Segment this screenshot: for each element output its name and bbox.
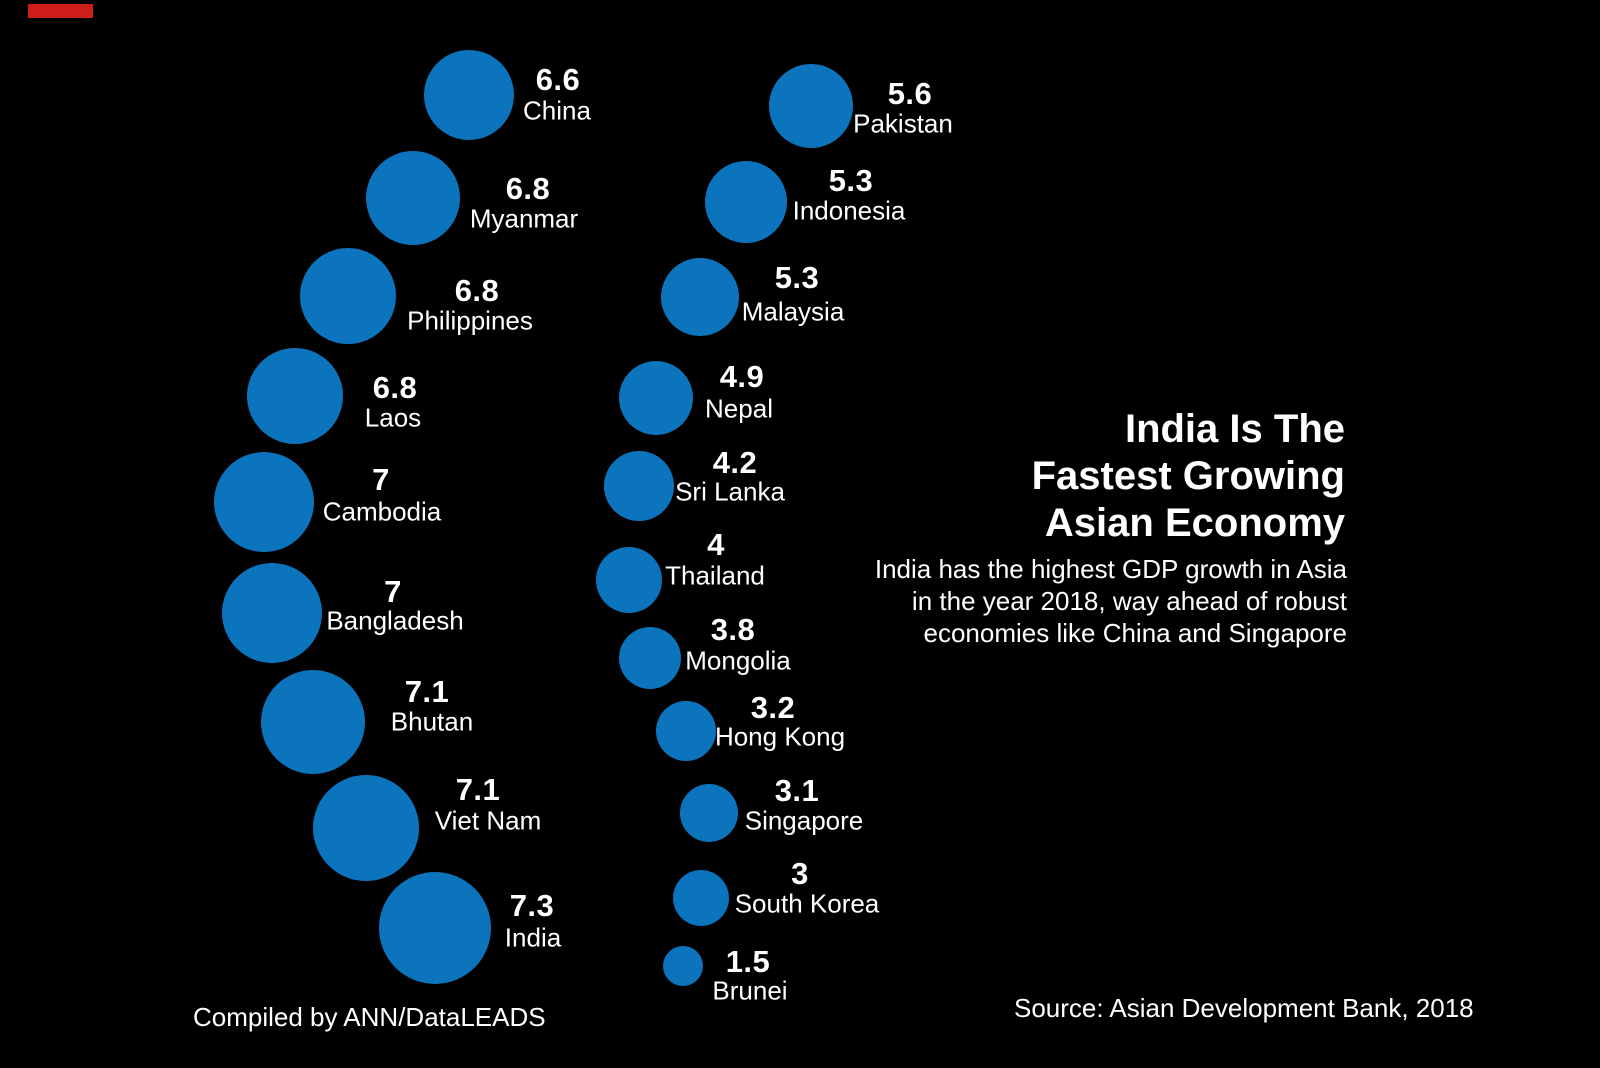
bubble-value-nepal: 4.9 xyxy=(719,359,765,394)
bubble-malaysia xyxy=(661,258,739,336)
bubble-value-sri-lanka: 4.2 xyxy=(712,445,758,480)
red-marker xyxy=(28,4,93,18)
bubble-value-south-korea: 3 xyxy=(791,856,809,891)
bubble-label-myanmar: Myanmar xyxy=(469,203,579,234)
bubble-thailand xyxy=(596,547,662,613)
bubble-label-south-korea: South Korea xyxy=(734,888,880,919)
bubble-south-korea xyxy=(673,870,729,926)
bubble-label-bangladesh: Bangladesh xyxy=(326,605,464,636)
bubble-label-viet-nam: Viet Nam xyxy=(434,805,542,836)
bubble-value-hong-kong: 3.2 xyxy=(750,690,796,725)
bubble-value-singapore: 3.1 xyxy=(774,773,820,808)
bubble-value-indonesia: 5.3 xyxy=(828,163,874,198)
bubble-china xyxy=(424,50,514,140)
bubble-value-thailand: 4 xyxy=(707,527,725,562)
bubble-india xyxy=(379,872,491,984)
bubble-value-india: 7.3 xyxy=(509,888,555,923)
bubble-brunei xyxy=(663,946,703,986)
bubble-laos xyxy=(247,348,343,444)
bubble-label-sri-lanka: Sri Lanka xyxy=(675,476,785,507)
bubble-label-cambodia: Cambodia xyxy=(322,496,442,527)
bubble-label-nepal: Nepal xyxy=(705,393,773,424)
bubble-hong-kong xyxy=(656,701,716,761)
bubble-value-pakistan: 5.6 xyxy=(887,76,933,111)
subtitle-line-3: economies like China and Singapore xyxy=(923,618,1348,648)
bubble-value-mongolia: 3.8 xyxy=(710,612,756,647)
bubble-bangladesh xyxy=(222,563,322,663)
bubble-nepal xyxy=(619,361,693,435)
bubble-label-philippines: Philippines xyxy=(407,305,533,336)
bubble-label-pakistan: Pakistan xyxy=(853,108,953,139)
subtitle-line-1: India has the highest GDP growth in Asia xyxy=(874,554,1347,584)
title-line-2: Fastest Growing xyxy=(1031,454,1345,498)
bubble-label-china: China xyxy=(523,95,591,126)
bubble-value-viet-nam: 7.1 xyxy=(455,772,501,807)
bubble-value-philippines: 6.8 xyxy=(454,273,500,308)
bubble-label-singapore: Singapore xyxy=(744,805,864,836)
source-text: Source: Asian Development Bank, 2018 xyxy=(1014,993,1474,1023)
bubble-cambodia xyxy=(214,452,314,552)
bubble-value-china: 6.6 xyxy=(535,62,581,97)
bubble-myanmar xyxy=(366,151,460,245)
bubble-label-indonesia: Indonesia xyxy=(792,195,906,226)
bubble-philippines xyxy=(300,248,396,344)
bubble-label-laos: Laos xyxy=(364,402,422,433)
bubble-mongolia xyxy=(619,627,681,689)
bubble-value-bhutan: 7.1 xyxy=(404,674,450,709)
bubble-value-bangladesh: 7 xyxy=(384,574,402,609)
bubble-viet-nam xyxy=(313,775,419,881)
bubble-bhutan xyxy=(261,670,365,774)
bubble-label-hong-kong: Hong Kong xyxy=(714,721,846,752)
bubble-label-mongolia: Mongolia xyxy=(685,645,791,676)
bubble-label-brunei: Brunei xyxy=(712,975,788,1006)
bubble-pakistan xyxy=(769,64,853,148)
bubble-value-brunei: 1.5 xyxy=(725,944,771,979)
title-line-1: India Is The xyxy=(1124,407,1345,451)
bubble-label-malaysia: Malaysia xyxy=(741,296,845,327)
bubble-value-malaysia: 5.3 xyxy=(774,260,820,295)
title-line-3: Asian Economy xyxy=(1044,501,1345,545)
bubble-indonesia xyxy=(705,161,787,243)
bubble-label-bhutan: Bhutan xyxy=(390,706,474,737)
credit-text: Compiled by ANN/DataLEADS xyxy=(193,1002,546,1032)
bubble-sri-lanka xyxy=(604,451,674,521)
bubble-singapore xyxy=(680,784,738,842)
bubble-value-laos: 6.8 xyxy=(372,370,418,405)
bubble-value-myanmar: 6.8 xyxy=(505,171,551,206)
subtitle-line-2: in the year 2018, way ahead of robust xyxy=(911,586,1347,616)
chart-title: India Is The Fastest Growing Asian Econo… xyxy=(725,406,1345,547)
chart-subtitle: India has the highest GDP growth in Asia… xyxy=(727,553,1347,649)
bubble-label-india: India xyxy=(504,922,562,953)
bubble-label-thailand: Thailand xyxy=(665,560,765,591)
bubble-value-cambodia: 7 xyxy=(372,462,390,497)
